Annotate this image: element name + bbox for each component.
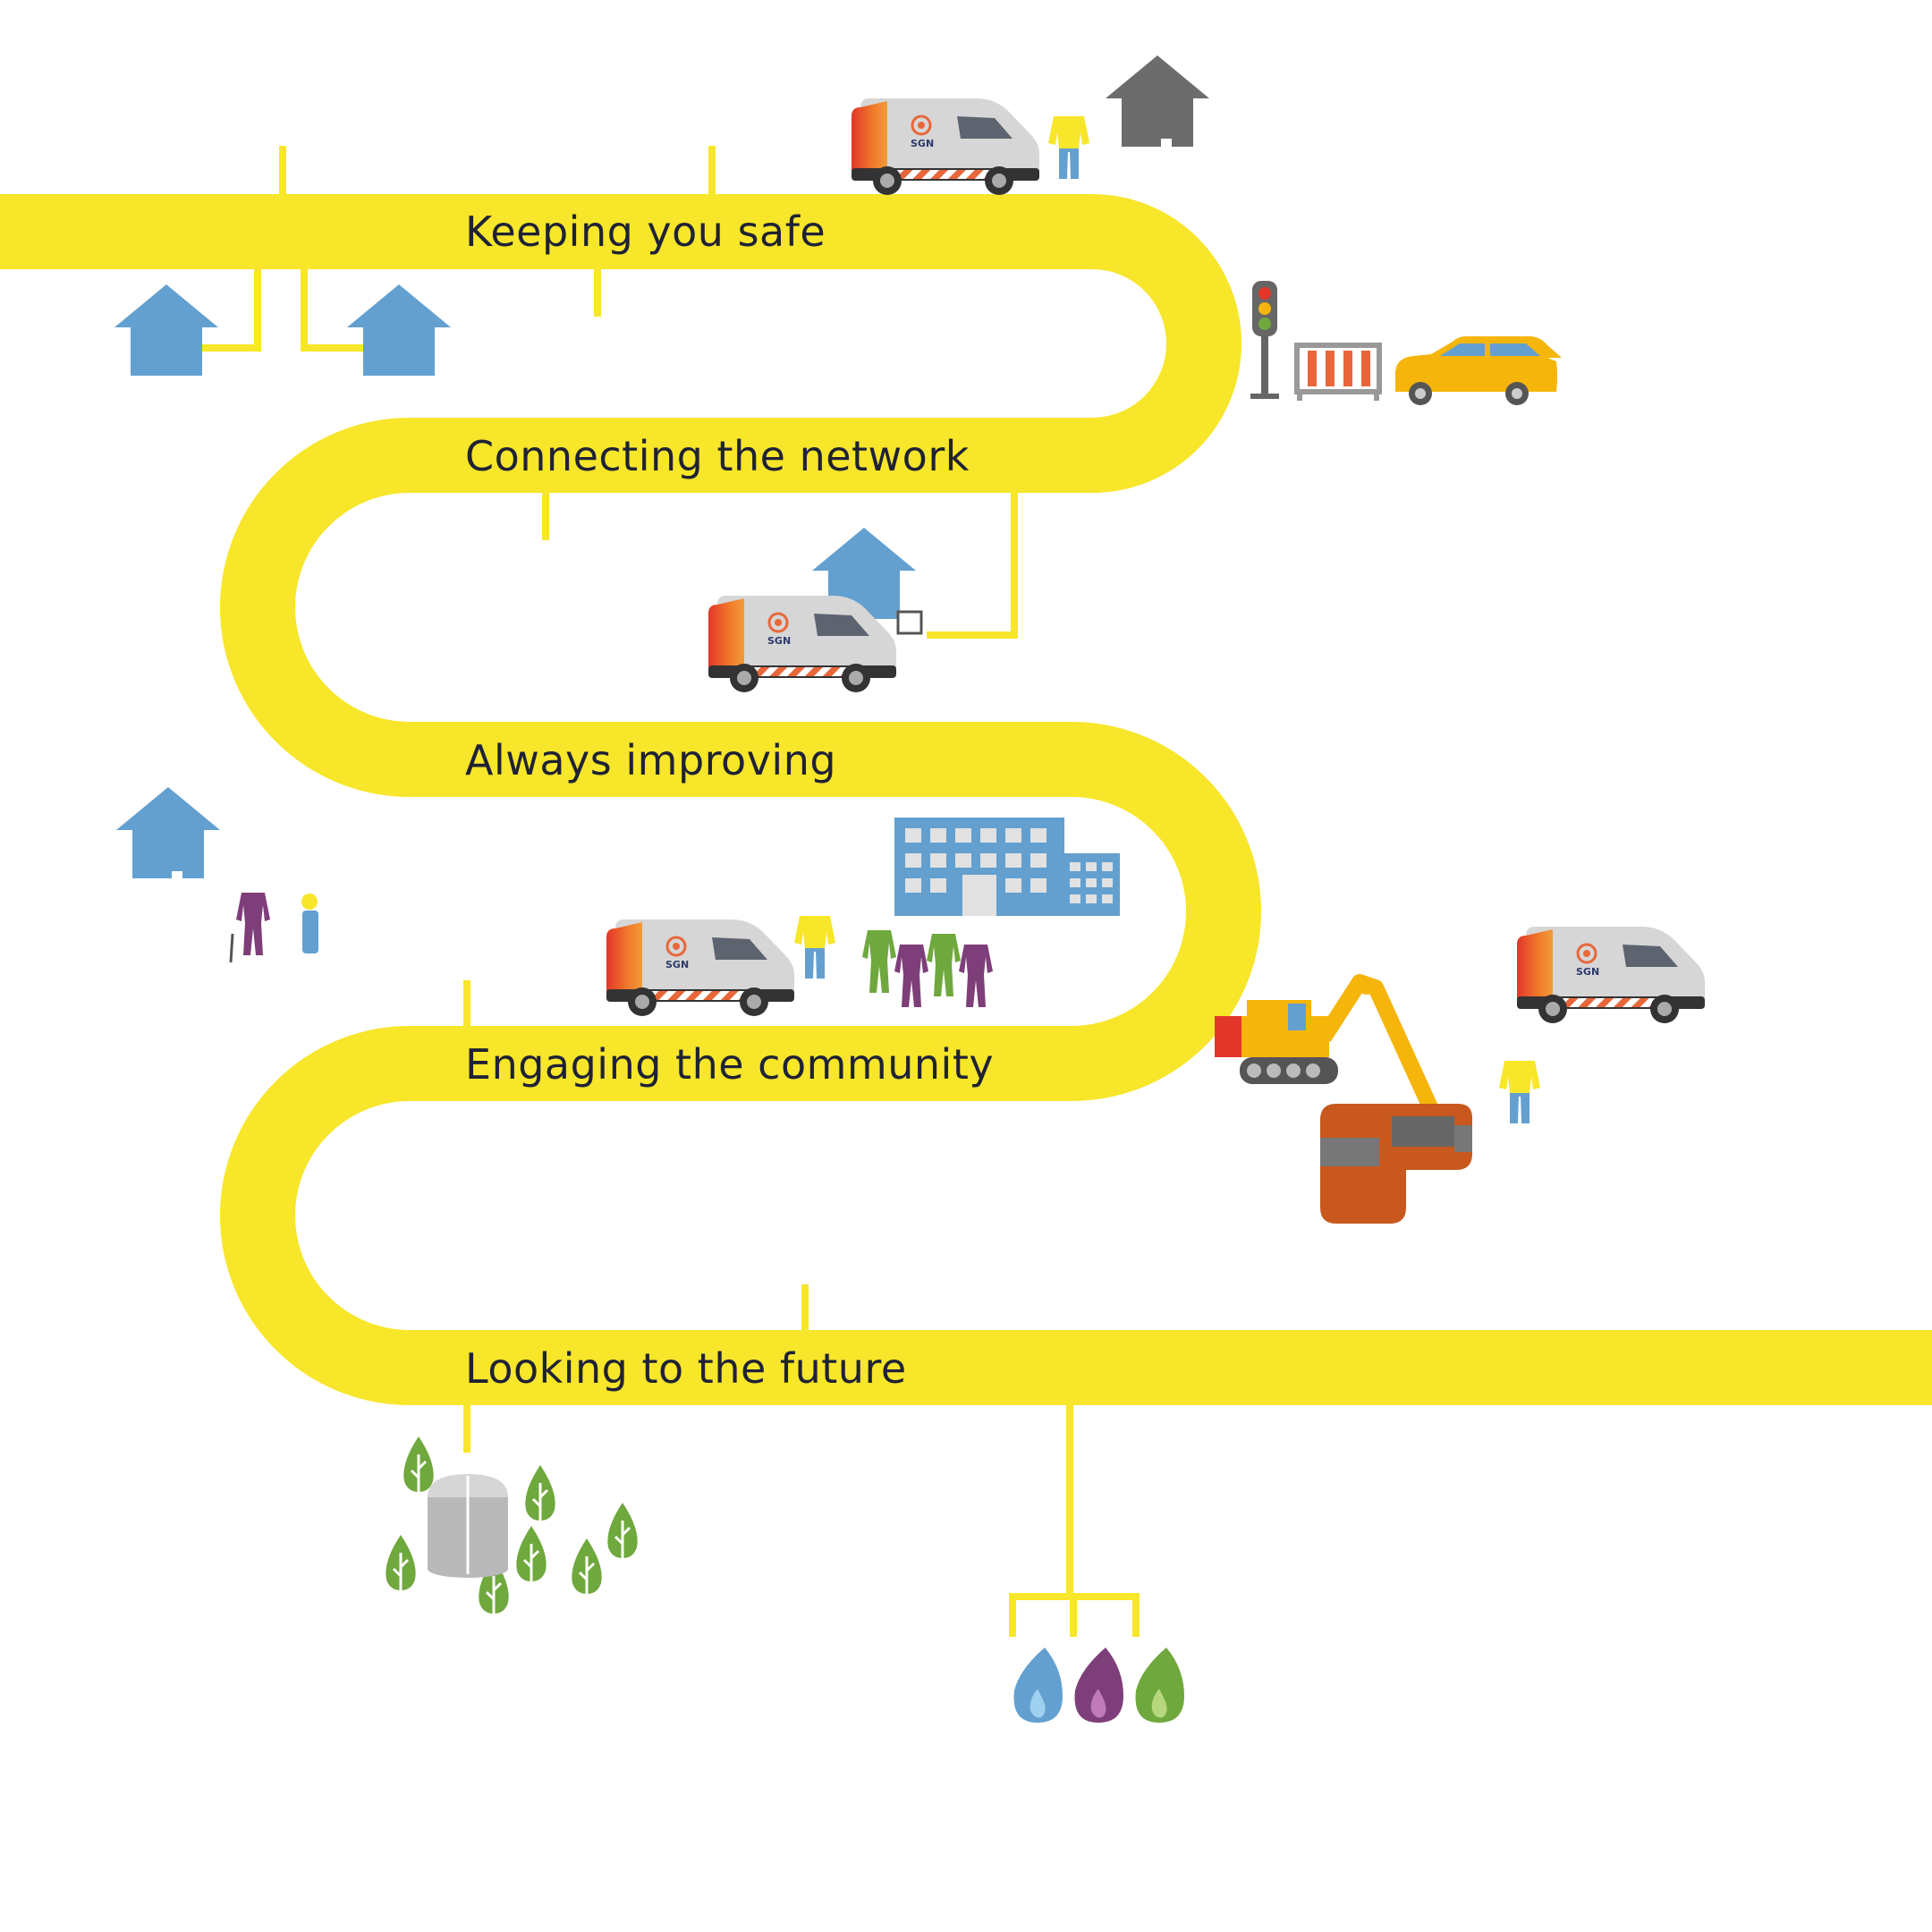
walking-stick [229,933,234,963]
community-person-icon [894,945,928,1007]
child-icon [301,894,318,953]
tree-icon [523,1463,557,1530]
house-icon [1106,55,1209,147]
flame-icon-blue [1013,1648,1063,1723]
worker-icon [794,916,835,979]
stage-label-keeping-safe: Keeping you safe [465,208,826,256]
stage-label-community: Engaging the community [465,1040,995,1089]
excavation-hole [1320,1104,1472,1224]
digger-icon [1215,974,1439,1113]
community-person-icon [862,930,896,993]
van-icon [605,918,796,1018]
community-person-icon [927,934,961,996]
gas-holder-icon [428,1474,508,1578]
barrier-icon [1294,343,1382,401]
branch-pipes [195,146,1241,1637]
house-door [1161,139,1172,160]
tree-icon [570,1537,604,1603]
car-icon [1395,336,1562,405]
flame-icon-purple [1074,1648,1123,1723]
stage-label-improving: Always improving [465,736,837,784]
worker-icon [1499,1061,1540,1123]
tree-icon [606,1501,640,1567]
tree-icon [514,1524,548,1590]
stage-label-future: Looking to the future [465,1344,907,1393]
biomethane-site [384,1435,640,1623]
house-icon [347,284,451,376]
gas-pipe [0,194,1932,1405]
house-icon [114,284,218,376]
tree-icon [384,1533,418,1599]
van-icon [850,97,1041,197]
flame-icon-green [1135,1648,1184,1723]
worker-icon [1048,116,1089,179]
van-icon [1515,925,1707,1025]
house-icon [116,787,220,878]
elderly-person-icon [236,893,270,955]
community-person-icon [959,945,993,1007]
office-building-icon [894,818,1120,916]
gas-meter-icon [896,610,923,635]
traffic-light-icon [1250,281,1279,399]
stage-label-connecting: Connecting the network [465,432,970,480]
house-door [172,871,182,893]
